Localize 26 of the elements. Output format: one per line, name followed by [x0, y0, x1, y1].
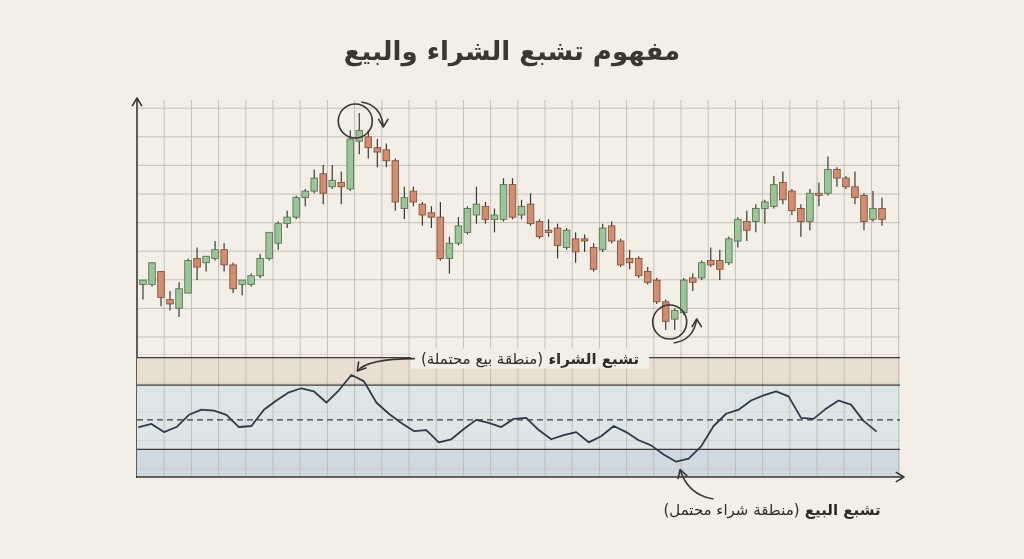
candlestick — [337, 170, 345, 205]
candlestick — [409, 186, 418, 207]
candlestick — [535, 218, 544, 240]
candlestick — [481, 201, 490, 225]
candlestick — [193, 246, 201, 281]
band-label: تشبع الشراء (منطقة بيع محتملة) — [420, 349, 640, 368]
candlestick — [319, 164, 327, 205]
candlestick — [328, 164, 336, 190]
chart-title: مفهوم تشبع الشراء والبيع — [343, 36, 681, 67]
candlestick — [562, 227, 571, 251]
candlestick — [400, 186, 409, 220]
band-label: تشبع البيع (منطقة شراء محتمل) — [663, 501, 881, 519]
candlestick — [166, 290, 174, 312]
candlestick — [869, 190, 877, 223]
candlestick — [553, 223, 562, 259]
candlestick — [490, 207, 499, 233]
candlestick — [743, 210, 751, 242]
candlestick — [878, 197, 886, 227]
candlestick — [815, 181, 823, 207]
candlestick — [517, 199, 526, 220]
candlestick — [824, 155, 832, 197]
candlestick — [598, 223, 607, 253]
candlestick — [472, 186, 481, 225]
candlestick — [589, 242, 598, 273]
candlestick — [698, 259, 706, 281]
candlestick — [526, 192, 535, 227]
